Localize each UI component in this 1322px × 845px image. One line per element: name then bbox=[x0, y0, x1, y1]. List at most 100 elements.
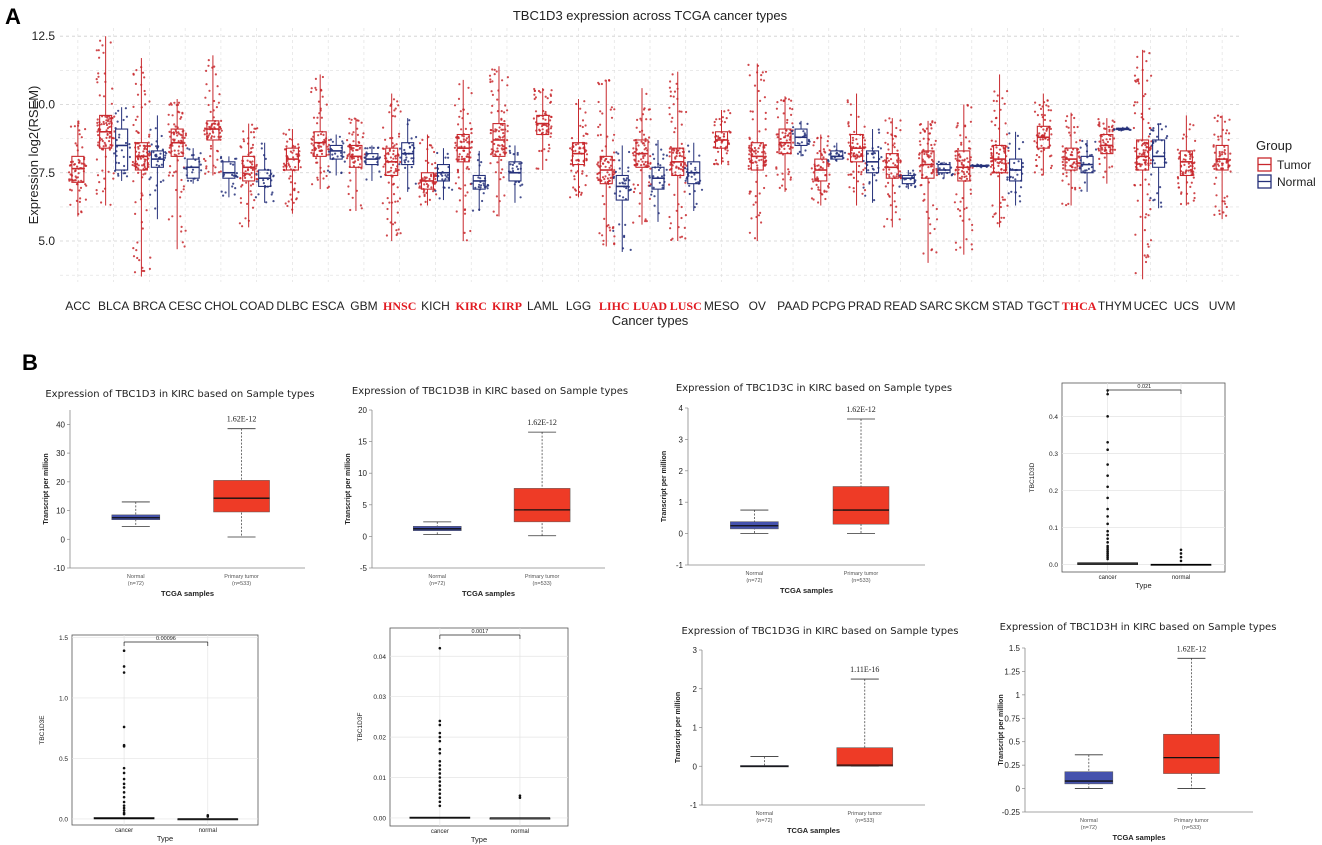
tumor-brca-point bbox=[131, 163, 134, 167]
tumor-esca-point bbox=[317, 146, 320, 149]
tumor-thym-point bbox=[1113, 137, 1116, 140]
b6-y-tick-label: 0.01 bbox=[373, 775, 386, 782]
tumor-thym-point bbox=[1107, 146, 1110, 149]
normal-read-box bbox=[901, 174, 915, 185]
tumor-pcpg-point bbox=[812, 198, 815, 201]
b4-outlier bbox=[1106, 546, 1109, 550]
tumor-blca-point bbox=[102, 145, 105, 148]
tumor-acc-point bbox=[73, 163, 76, 166]
normal-ucec-point bbox=[1156, 135, 1159, 138]
tumor-luad-point bbox=[644, 218, 647, 221]
tumor-lgg-point bbox=[579, 107, 582, 110]
tumor-prad-point bbox=[863, 143, 866, 146]
tumor-ov-point bbox=[747, 146, 751, 149]
tumor-sarc-point bbox=[929, 155, 932, 158]
tumor-paad-point bbox=[780, 151, 783, 154]
normal-kirc-point bbox=[474, 186, 477, 189]
normal-prad-point bbox=[879, 147, 883, 150]
x-tick-label: LUSC bbox=[670, 299, 702, 313]
tumor-acc-point bbox=[74, 175, 77, 178]
tumor-lgg-point bbox=[577, 142, 580, 145]
normal-kich-point bbox=[436, 151, 439, 155]
normal-read-point bbox=[898, 174, 901, 177]
tumor-read-box bbox=[885, 153, 899, 179]
tumor-hnsc-point bbox=[393, 144, 396, 147]
b6-outlier bbox=[438, 772, 442, 775]
tumor-blca-point bbox=[108, 148, 111, 151]
y-tick-label: 10.0 bbox=[32, 97, 56, 111]
tumor-brca-point bbox=[136, 131, 140, 134]
tumor-laml-point bbox=[545, 132, 548, 135]
tumor-lusc-point bbox=[683, 190, 686, 193]
b6-outlier bbox=[438, 780, 442, 783]
tumor-hnsc-point bbox=[387, 181, 390, 184]
tumor-ov-point bbox=[748, 190, 752, 193]
tumor-thym-point bbox=[1097, 118, 1100, 121]
tumor-tgct-point bbox=[1047, 109, 1050, 112]
tumor-brca-point bbox=[144, 158, 147, 161]
normal-kich-point bbox=[441, 174, 444, 177]
tumor-ucs-point bbox=[1179, 202, 1183, 206]
tumor-ov-point bbox=[764, 144, 768, 147]
tumor-hnsc-point bbox=[394, 115, 397, 118]
tumor-cesc-point bbox=[181, 241, 184, 244]
tumor-stad-point bbox=[1003, 169, 1006, 172]
tumor-laml-point bbox=[550, 132, 553, 135]
tumor-read-point bbox=[894, 164, 897, 167]
tumor-blca-point bbox=[99, 39, 102, 42]
tumor-hnsc-point bbox=[399, 160, 402, 164]
normal-ucec-point bbox=[1156, 150, 1159, 153]
tumor-hnsc-point bbox=[393, 109, 396, 112]
tumor-tgct-point bbox=[1035, 164, 1038, 167]
tumor-chol-point bbox=[210, 123, 213, 126]
b4-outlier bbox=[1179, 552, 1183, 555]
tumor-skcm-point bbox=[959, 215, 962, 218]
b5-x-tick-label: cancer bbox=[115, 828, 133, 834]
tumor-stad-point bbox=[995, 116, 998, 119]
tumor-sarc-point bbox=[923, 193, 926, 196]
tumor-coad-point bbox=[242, 140, 246, 143]
tumor-pcpg-point bbox=[827, 135, 830, 138]
normal-lusc-point bbox=[693, 173, 696, 176]
normal-coad-point bbox=[257, 193, 260, 196]
tumor-kirc-point bbox=[469, 229, 472, 233]
tumor-pcpg-point bbox=[815, 183, 818, 186]
tumor-lusc-point bbox=[680, 123, 683, 126]
tumor-kirp-point bbox=[506, 124, 509, 127]
tumor-ucs-point bbox=[1187, 169, 1190, 172]
normal-kirc-point bbox=[478, 183, 481, 186]
normal-prad-point bbox=[864, 194, 867, 197]
tumor-kirp-point bbox=[504, 104, 507, 107]
tumor-uvm-point bbox=[1224, 202, 1227, 205]
tumor-esca-point bbox=[311, 138, 314, 141]
tumor-lusc-point bbox=[684, 181, 687, 184]
tumor-lusc-point bbox=[673, 90, 677, 93]
tumor-ucec-point bbox=[1143, 229, 1146, 232]
b5-outlier bbox=[122, 809, 126, 812]
tumor-coad-point bbox=[244, 176, 247, 179]
tumor-skcm-point bbox=[960, 175, 964, 178]
tumor-pcpg-point bbox=[825, 190, 828, 193]
tumor-acc-point bbox=[68, 179, 71, 182]
tumor-kirc-point bbox=[463, 231, 466, 234]
tumor-uvm-point bbox=[1215, 176, 1218, 179]
tumor-lusc-point bbox=[673, 131, 676, 134]
tumor-thca-point bbox=[1068, 131, 1071, 134]
x-tick-label: THYM bbox=[1098, 299, 1132, 313]
b6-y-axis-label: TBC1D3F bbox=[357, 713, 364, 742]
tumor-blca-point bbox=[98, 94, 101, 97]
tumor-dlbc-point bbox=[284, 133, 288, 136]
tumor-paad-point bbox=[786, 121, 789, 124]
tumor-lusc-point bbox=[678, 151, 681, 155]
tumor-lgg-point bbox=[572, 186, 575, 189]
b4-outlier bbox=[1106, 515, 1109, 518]
tumor-chol-point bbox=[203, 129, 206, 132]
tumor-luad-point bbox=[648, 181, 651, 184]
tumor-uvm-point bbox=[1223, 196, 1226, 199]
tumor-ov-point bbox=[763, 186, 766, 190]
tumor-pcpg-point bbox=[816, 177, 820, 181]
tumor-skcm-point bbox=[967, 168, 970, 171]
tumor-prad-point bbox=[850, 173, 853, 176]
tumor-blca-point bbox=[107, 118, 110, 121]
tumor-thym-point bbox=[1102, 176, 1105, 179]
